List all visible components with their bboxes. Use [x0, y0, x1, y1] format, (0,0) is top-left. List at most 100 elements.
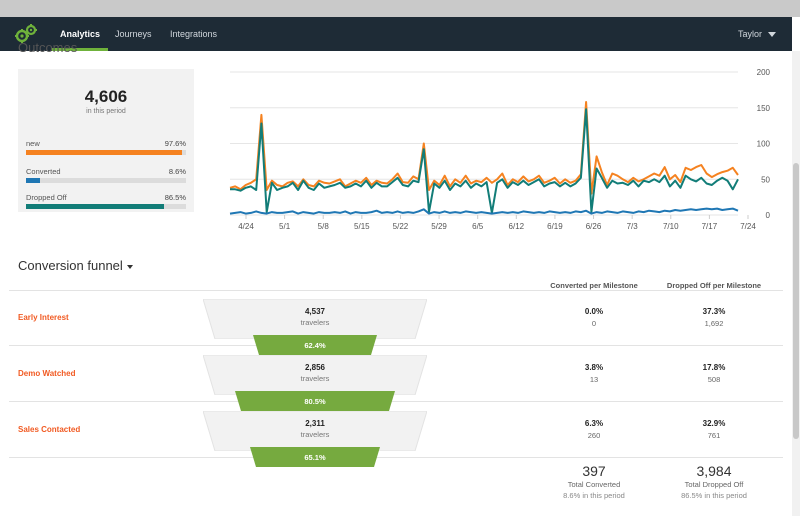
metric-converted: Converted 8.6% — [26, 167, 186, 189]
chevron-down-icon — [768, 32, 776, 38]
converted-pct: 3.8% — [584, 363, 604, 372]
converted-cell: 0.0% 0 — [534, 307, 654, 328]
total-dropped-value: 3,984 — [696, 463, 732, 479]
col-header-dropped: Dropped Off per Milestone — [666, 281, 762, 290]
x-tick-label: 7/24 — [740, 222, 756, 231]
converted-count: 13 — [589, 375, 599, 384]
metric-value: 8.6% — [168, 167, 186, 176]
scrollbar-thumb[interactable] — [793, 163, 799, 439]
metric-bar-track — [26, 178, 186, 183]
x-tick-label: 7/3 — [627, 222, 639, 231]
metric-value: 97.6% — [164, 139, 186, 148]
chevron-down-icon — [126, 264, 133, 269]
funnel-trapezoid — [203, 411, 427, 451]
gears-logo-icon[interactable] — [14, 23, 38, 45]
total-converted-value: 397 — [582, 463, 606, 479]
x-tick-label: 5/15 — [354, 222, 370, 231]
metric-value: 86.5% — [164, 193, 186, 202]
x-tick-label: 6/12 — [509, 222, 525, 231]
stage-rate-value: 80.5% — [304, 397, 326, 406]
metric-bar-fill — [26, 178, 40, 183]
total-converted-sub: 8.6% in this period — [563, 491, 625, 500]
x-tick-label: 7/10 — [663, 222, 679, 231]
funnel-green-trapezoid — [235, 391, 395, 411]
x-tick-label: 4/24 — [238, 222, 254, 231]
stage-travelers: 2,856 — [304, 363, 326, 372]
metric-bar-fill — [26, 150, 183, 155]
converted-count: 260 — [587, 431, 601, 440]
series-line-1 — [230, 108, 739, 214]
x-tick-label: 5/29 — [431, 222, 447, 231]
metric-bar-fill — [26, 204, 165, 209]
y-tick-label: 50 — [761, 175, 770, 184]
tab-integrations[interactable]: Integrations — [170, 29, 218, 39]
dropped-count: 508 — [707, 375, 721, 384]
total-converted-label: Total Converted — [567, 480, 621, 489]
funnel-green-trapezoid — [250, 447, 380, 467]
metric-label: Converted — [26, 167, 61, 176]
total-dropped-sub: 86.5% in this period — [681, 491, 747, 500]
col-header-converted: Converted per Milestone — [550, 281, 638, 290]
outcomes-line-chart: 0 50 100 150 200 4/24 5/1 5/8 5/15 5/22 5/29 6/5 6/1… — [229, 68, 771, 231]
x-tick-label: 7/17 — [702, 222, 718, 231]
outcomes-total: 4,606 — [84, 87, 128, 106]
metric-bar-track — [26, 150, 186, 155]
stage-name[interactable]: Sales Contacted — [18, 425, 81, 434]
converted-pct: 6.3% — [584, 419, 604, 428]
outcomes-total-caption: in this period — [86, 108, 126, 115]
funnel-stage-box: 4,537 travelers — [203, 299, 427, 339]
metric-new: new 97.6% — [26, 139, 186, 161]
stage-name[interactable]: Demo Watched — [18, 369, 76, 378]
dropped-pct: 17.8% — [702, 363, 726, 372]
x-tick-label: 5/22 — [393, 222, 409, 231]
stage-travelers: 4,537 — [304, 307, 326, 316]
total-dropped-label: Total Dropped Off — [684, 480, 744, 489]
converted-cell: 3.8% 13 — [534, 363, 654, 384]
divider — [9, 345, 783, 346]
funnel-green-trapezoid — [253, 335, 377, 355]
y-tick-label: 0 — [766, 211, 771, 220]
user-name: Taylor — [737, 29, 762, 39]
y-tick-label: 200 — [757, 68, 771, 77]
converted-cell: 6.3% 260 — [534, 419, 654, 440]
funnel-stage-box: 2,311 travelers — [203, 411, 427, 451]
converted-count: 0 — [591, 319, 597, 328]
funnel-trapezoid — [203, 355, 427, 395]
funnel-title: Conversion funnel — [18, 258, 123, 273]
tab-journeys[interactable]: Journeys — [115, 29, 152, 39]
series-line-0 — [229, 101, 739, 195]
series-line-2 — [229, 207, 739, 215]
divider — [9, 457, 783, 458]
stage-conversion-rate: 65.1% — [250, 447, 380, 467]
total-dropped: 3,984 Total Dropped Off 86.5% in this pe… — [654, 463, 774, 500]
x-tick-label: 5/1 — [279, 222, 291, 231]
stage-conversion-rate: 80.5% — [235, 391, 395, 411]
y-tick-label: 100 — [757, 140, 771, 149]
converted-pct: 0.0% — [584, 307, 604, 316]
dropped-cell: 37.3% 1,692 — [654, 307, 774, 328]
stage-rate-value: 62.4% — [304, 341, 326, 350]
top-nav: Analytics Journeys Integrations Taylor — [0, 17, 792, 51]
tab-analytics-label: Analytics — [60, 29, 101, 39]
stage-conversion-rate: 62.4% — [253, 335, 377, 355]
dropped-cell: 17.8% 508 — [654, 363, 774, 384]
outcomes-summary-card: 4,606 in this period new 97.6% Converted… — [18, 69, 194, 212]
dropped-pct: 32.9% — [702, 419, 726, 428]
dropped-cell: 32.9% 761 — [654, 419, 774, 440]
metric-label: Dropped Off — [26, 193, 67, 202]
funnel-stage-box: 2,856 travelers — [203, 355, 427, 395]
metric-label: new — [26, 139, 40, 148]
dropped-count: 1,692 — [704, 319, 724, 328]
dropped-pct: 37.3% — [702, 307, 726, 316]
user-menu[interactable]: Taylor — [738, 17, 776, 51]
total-converted: 397 Total Converted 8.6% in this period — [534, 463, 654, 500]
divider — [9, 401, 783, 402]
conversion-funnel-dropdown[interactable]: Conversion funnel — [18, 258, 133, 273]
tab-analytics[interactable]: Analytics — [52, 17, 109, 51]
outcomes-title: Outcomes — [18, 40, 78, 55]
stage-name[interactable]: Early Interest — [18, 313, 69, 322]
page-scrollbar[interactable] — [792, 51, 800, 516]
stage-travelers-unit: travelers — [300, 374, 330, 383]
active-tab-indicator — [52, 48, 109, 51]
stage-rate-value: 65.1% — [304, 453, 326, 462]
